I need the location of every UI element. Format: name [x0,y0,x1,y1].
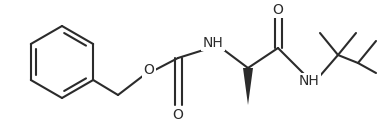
Text: O: O [144,63,154,77]
Text: O: O [272,3,284,17]
Text: NH: NH [203,36,223,50]
Polygon shape [243,68,253,105]
Text: NH: NH [299,74,319,88]
Text: O: O [173,108,184,122]
